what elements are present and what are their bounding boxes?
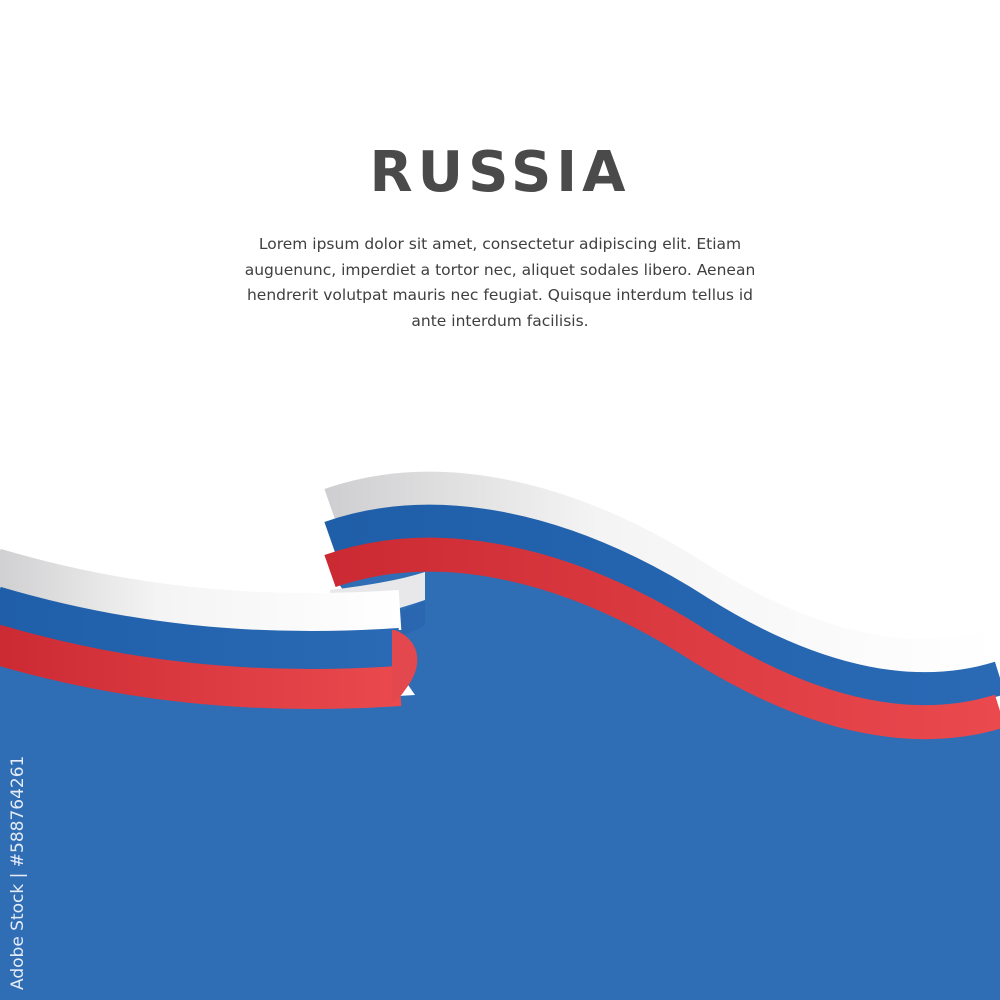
- right-ribbon-blue-stripe: [324, 504, 1000, 707]
- stock-credit-watermark: Adobe Stock | #588764261: [8, 755, 28, 990]
- page-title: RUSSIA: [369, 140, 631, 205]
- left-ribbon-red-stripe: [0, 624, 402, 710]
- left-ribbon: [0, 548, 402, 710]
- left-ribbon-curl: [392, 630, 418, 702]
- left-ribbon-white-stripe: [0, 548, 402, 634]
- right-ribbon-red-stripe: [324, 537, 1000, 740]
- right-ribbon-white-stripe: [324, 471, 1000, 674]
- description-text: Lorem ipsum dolor sit amet, consectetur …: [244, 235, 756, 330]
- left-ribbon-blue-stripe: [0, 586, 402, 672]
- blue-background: [0, 554, 1000, 1000]
- right-ribbon: [324, 471, 1000, 740]
